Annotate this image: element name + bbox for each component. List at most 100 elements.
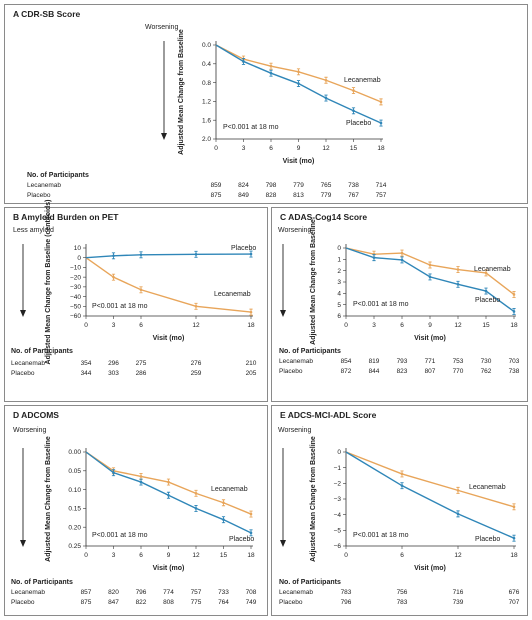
data-point-placebo [512,310,516,313]
data-point-lecanemab [512,505,516,509]
y-axis-label: Adjusted Mean Change from Baseline [310,436,317,562]
participant-count: 753 [453,358,464,365]
panel-e: E ADCS-MCI-ADL Score Worsening 0 −1 −2 −3 −4… [271,405,528,616]
legend-label-lecanemab: Lecanemab [211,486,248,493]
data-point-placebo [428,275,432,279]
data-point-placebo [249,531,253,535]
p-value-annotation: P<0.001 at 18 mo [92,532,148,539]
y-tick-label: −4 [334,512,342,519]
data-point-lecanemab [112,275,115,279]
y-tick-label: 0 [337,449,341,456]
data-point-placebo [484,289,488,293]
y-tick-label: 10 [74,245,82,252]
participant-count: 757 [191,589,202,596]
participant-count: 775 [191,599,202,606]
legend-label-placebo: Placebo [475,536,500,543]
panel-a-chart: 0.0 0.4 0.8 1.2 1.6 2.00 3 6 9 12 15 18 Visit (mo) Ad… [27,29,387,199]
participant-count: 823 [397,368,408,375]
participant-count: 738 [509,368,520,375]
participant-count: 757 [376,192,387,199]
p-value-annotation: P<0.001 at 18 mo [353,301,409,308]
participant-count: 808 [163,599,174,606]
participant-count: 714 [376,182,387,189]
panel-e-title: E ADCS-MCI-ADL Score [280,410,377,420]
y-tick-label: 0 [337,245,341,252]
y-tick-label: 0.15 [68,506,81,513]
data-point-lecanemab [512,293,516,296]
panel-d-title: D ADCOMS [13,410,59,420]
participants-row-label: Placebo [11,599,35,606]
data-point-lecanemab [139,475,143,478]
participant-count: 770 [453,368,464,375]
y-tick-label: −30 [70,284,81,291]
participant-count: 844 [369,368,380,375]
y-axis-label: Adjusted Mean Change from Baseline (cent… [45,200,52,365]
panel-b-direction-label: Less amyloid [13,227,54,234]
participants-row-label: Placebo [279,368,303,375]
participant-count: 796 [341,599,352,606]
x-tick-label: 12 [322,145,330,152]
data-point-placebo [456,512,460,516]
data-point-placebo [167,493,170,497]
participant-count: 276 [191,360,202,367]
y-tick-label: 0.05 [68,468,81,475]
data-point-lecanemab [269,64,273,68]
data-point-lecanemab [456,268,460,271]
participant-count: 730 [481,358,492,365]
data-point-placebo [112,471,115,474]
series-line-lecanemab [345,451,515,508]
x-tick-label: 15 [482,322,490,329]
x-axis-label: Visit (mo) [414,335,446,342]
participants-header: No. of Participants [279,579,341,586]
participant-count: 286 [136,370,147,377]
participant-count: 344 [81,370,92,377]
data-point-placebo [242,60,245,63]
participant-count: 854 [341,358,352,365]
y-tick-label: −20 [70,274,81,281]
data-point-lecanemab [379,100,383,104]
data-point-placebo [139,253,143,257]
data-point-placebo [194,253,198,256]
data-point-placebo [400,258,404,262]
legend-label-placebo: Placebo [229,536,254,543]
x-tick-label: 0 [84,322,88,329]
y-tick-label: 0 [77,255,81,262]
participants-header: No. of Participants [11,579,73,586]
participant-count: 707 [509,599,520,606]
y-tick-label: −60 [70,313,81,320]
panel-d-direction-label: Worsening [13,427,47,434]
y-tick-label: 2 [337,268,341,275]
legend-label-lecanemab: Lecanemab [344,77,381,84]
x-tick-label: 6 [400,322,404,329]
data-point-lecanemab [222,501,225,505]
x-axis-label: Visit (mo) [153,565,185,572]
participant-count: 716 [453,589,464,596]
data-point-placebo [112,254,115,258]
data-point-lecanemab [194,304,198,308]
data-point-placebo [194,507,198,510]
data-point-lecanemab [400,472,404,476]
participant-count: 875 [81,599,92,606]
panel-d-chart: 0.00 0.05 0.10 0.15 0.20 0.250 3 6 9 12 15 18 Visit … [11,436,257,606]
legend-label-lecanemab: Lecanemab [469,484,506,491]
participant-count: 796 [136,589,147,596]
x-tick-label: 6 [400,552,404,559]
data-point-lecanemab [249,310,253,314]
participant-count: 847 [108,599,119,606]
y-tick-label: −2 [334,481,342,488]
y-axis-label: Adjusted Mean Change from Baseline [178,29,185,155]
participant-count: 875 [211,192,222,199]
panel-a: A CDR-SB Score Worsening 0.0 0.4 0.8 1.2 1.6… [4,4,528,204]
data-point-lecanemab [400,251,404,255]
x-tick-label: 9 [428,322,432,329]
data-point-lecanemab [352,89,355,92]
y-tick-label: −40 [70,294,81,301]
participant-count: 210 [246,360,257,367]
participants-row-label: Placebo [27,192,51,199]
data-point-placebo [297,82,300,85]
y-tick-label: −50 [70,303,81,310]
x-tick-label: 12 [454,552,462,559]
x-tick-label: 15 [350,145,358,152]
